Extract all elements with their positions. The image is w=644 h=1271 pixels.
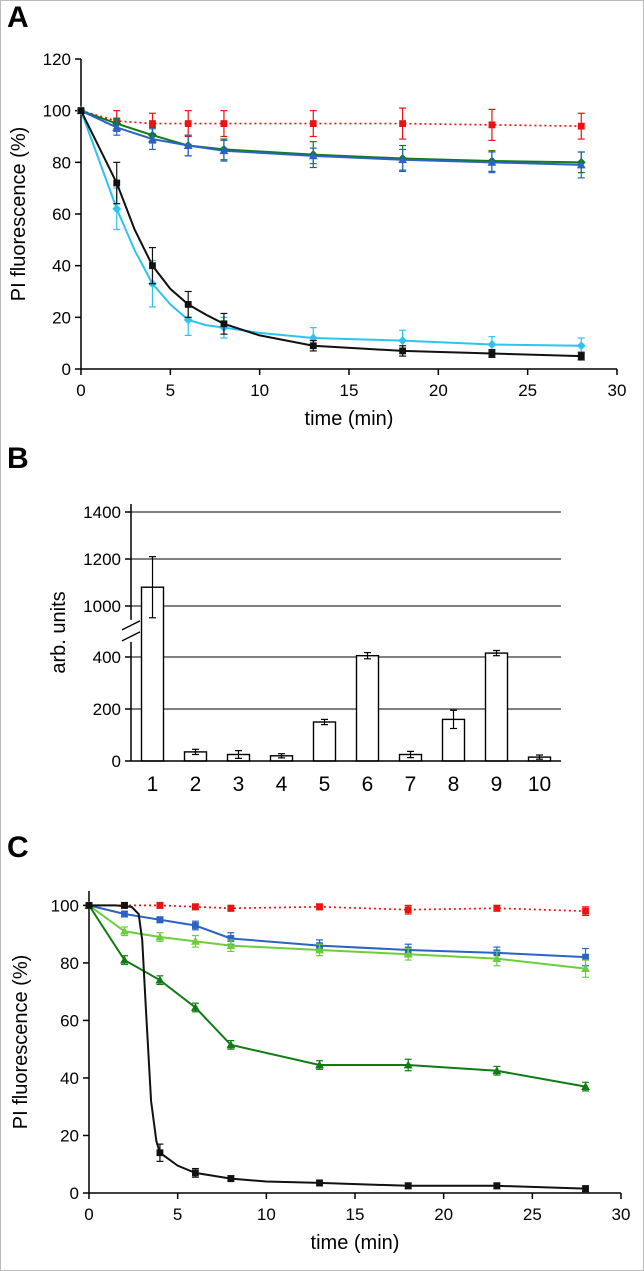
svg-text:20: 20 xyxy=(434,1205,453,1224)
svg-text:25: 25 xyxy=(523,1205,542,1224)
svg-text:40: 40 xyxy=(52,257,71,276)
svg-text:30: 30 xyxy=(612,1205,631,1224)
svg-text:5: 5 xyxy=(319,773,331,796)
svg-text:0: 0 xyxy=(76,381,85,400)
panel-c-line-chart: 0 20 40 60 80 100 0 5 10 15 20 25 30 time (min) PI flu… xyxy=(10,891,631,1254)
svg-text:20: 20 xyxy=(429,381,448,400)
svg-text:1400: 1400 xyxy=(83,503,121,522)
svg-text:40: 40 xyxy=(60,1069,79,1088)
svg-text:10: 10 xyxy=(528,773,551,796)
svg-text:20: 20 xyxy=(60,1126,79,1145)
svg-text:60: 60 xyxy=(52,205,71,224)
svg-text:80: 80 xyxy=(52,153,71,172)
svg-text:4: 4 xyxy=(276,773,288,796)
svg-text:5: 5 xyxy=(173,1205,182,1224)
panel-b-bar-chart: 1 2 3 4 5 6 7 8 9 10 0 200 400 1000 1200 1400 arb. units xyxy=(48,503,561,796)
svg-text:200: 200 xyxy=(93,700,121,719)
svg-text:3: 3 xyxy=(233,773,245,796)
svg-text:15: 15 xyxy=(340,381,359,400)
svg-text:6: 6 xyxy=(362,773,374,796)
svg-text:time (min): time (min) xyxy=(305,408,394,430)
svg-text:60: 60 xyxy=(60,1011,79,1030)
svg-text:80: 80 xyxy=(60,954,79,973)
svg-text:1000: 1000 xyxy=(83,597,121,616)
svg-text:0: 0 xyxy=(70,1184,79,1203)
svg-text:400: 400 xyxy=(93,648,121,667)
svg-text:100: 100 xyxy=(43,102,71,121)
svg-text:1200: 1200 xyxy=(83,550,121,569)
svg-text:10: 10 xyxy=(257,1205,276,1224)
svg-text:20: 20 xyxy=(52,308,71,327)
svg-text:30: 30 xyxy=(608,381,627,400)
svg-text:0: 0 xyxy=(84,1205,93,1224)
svg-text:8: 8 xyxy=(448,773,460,796)
svg-text:25: 25 xyxy=(518,381,537,400)
svg-text:9: 9 xyxy=(491,773,503,796)
panel-label-c: C xyxy=(7,831,29,864)
svg-text:10: 10 xyxy=(250,381,269,400)
svg-text:120: 120 xyxy=(43,50,71,69)
svg-text:time (min): time (min) xyxy=(311,1232,400,1254)
panel-a-line-chart: 0 20 40 60 80 100 120 0 5 10 15 20 25 30 time (min) PI … xyxy=(8,50,627,430)
svg-text:0: 0 xyxy=(112,752,121,771)
svg-text:1: 1 xyxy=(147,773,159,796)
svg-text:5: 5 xyxy=(166,381,175,400)
svg-text:2: 2 xyxy=(190,773,202,796)
svg-text:arb. units: arb. units xyxy=(48,591,70,673)
svg-text:15: 15 xyxy=(346,1205,365,1224)
panel-label-a: A xyxy=(7,1,29,34)
svg-text:100: 100 xyxy=(51,896,79,915)
svg-text:PI fluorescence (%): PI fluorescence (%) xyxy=(10,955,32,1130)
panel-label-b: B xyxy=(7,442,29,475)
svg-text:PI fluorescence (%): PI fluorescence (%) xyxy=(8,127,30,302)
svg-text:0: 0 xyxy=(62,360,71,379)
svg-text:7: 7 xyxy=(405,773,417,796)
